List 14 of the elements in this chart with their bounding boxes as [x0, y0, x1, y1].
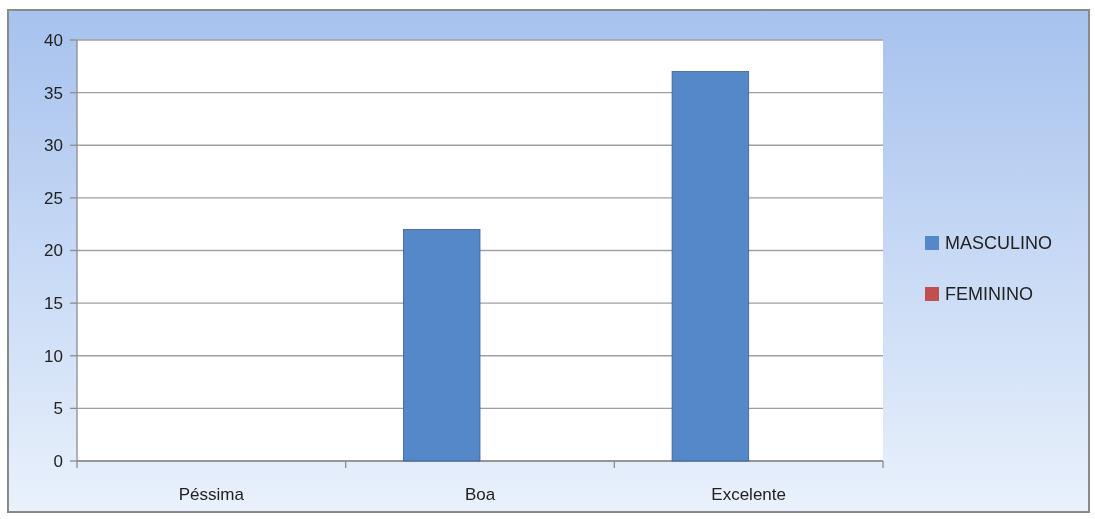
y-tick-label: 10	[44, 346, 63, 366]
y-tick-label: 30	[44, 136, 63, 156]
y-tick-label: 15	[44, 294, 63, 314]
x-tick-label: Excelente	[711, 484, 786, 504]
y-tick-label: 40	[44, 30, 63, 50]
legend-label: FEMININO	[945, 284, 1033, 305]
y-tick-label: 25	[44, 188, 63, 208]
y-tick-label: 20	[44, 241, 63, 261]
legend-label: MASCULINO	[945, 233, 1053, 254]
x-tick-label: Boa	[464, 484, 496, 504]
y-tick-label: 0	[53, 451, 63, 471]
y-tick-label: 35	[44, 83, 63, 103]
y-tick-label: 5	[53, 399, 63, 419]
x-tick-label: Péssima	[178, 484, 245, 504]
